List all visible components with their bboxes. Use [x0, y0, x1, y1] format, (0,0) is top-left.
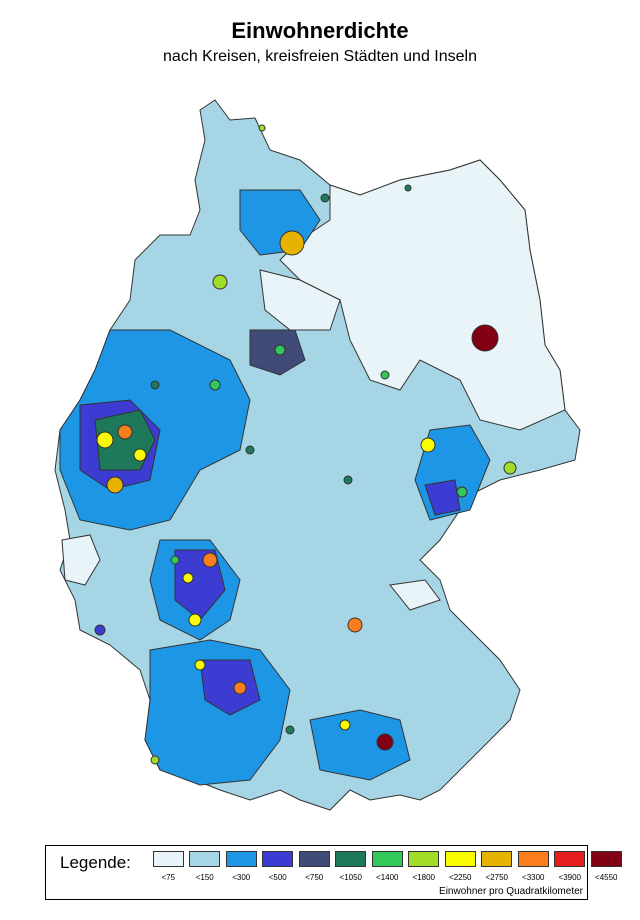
region-oberpfalz-east [389, 579, 441, 611]
legend-label: <1800 [412, 873, 435, 882]
legend-swatch [152, 851, 184, 867]
city-wuppertal [106, 476, 124, 494]
legend-label: <150 [195, 873, 214, 882]
city-rostock [404, 184, 412, 192]
city-ulm [285, 725, 295, 735]
city-kiel [258, 124, 266, 132]
legend-item: <150 [187, 851, 224, 882]
map-title: Einwohnerdichte [231, 18, 409, 43]
city-bremen [212, 274, 228, 290]
city-munich [376, 733, 394, 751]
legend-swatch [517, 851, 549, 867]
city-chemnitz [503, 461, 517, 475]
legend-swatch [225, 851, 257, 867]
legend-item: <3300 [515, 851, 552, 882]
legend-item: <300 [223, 851, 260, 882]
city-saarbruecken [94, 624, 106, 636]
city-duesseldorf [117, 424, 133, 440]
city-karlsruhe [194, 659, 206, 671]
region-munich-area [309, 709, 411, 781]
legend-swatch [554, 851, 586, 867]
city-muenster [150, 380, 160, 390]
legend-unit: Einwohner pro Quadratkilometer [439, 886, 583, 897]
legend-item: <500 [260, 851, 297, 882]
city-luebeck [320, 193, 330, 203]
legend-label: <1050 [339, 873, 362, 882]
city-cologne [96, 431, 114, 449]
legend-swatch [371, 851, 403, 867]
city-wiesbaden [170, 555, 180, 565]
region-stuttgart [199, 659, 261, 716]
region-altmark [259, 269, 341, 331]
legend-item: <2250 [442, 851, 479, 882]
city-magdeburg [380, 370, 390, 380]
legend-item: <4550 [588, 851, 625, 882]
city-berlin [471, 324, 499, 352]
legend-item: <750 [296, 851, 333, 882]
legend-label: <2750 [485, 873, 508, 882]
region-eifel [61, 534, 101, 586]
legend-item: <1400 [369, 851, 406, 882]
city-hamburg [279, 230, 305, 256]
legend-swatch [335, 851, 367, 867]
legend-item: <1050 [333, 851, 370, 882]
legend-label: <300 [232, 873, 251, 882]
legend-item: <3900 [552, 851, 589, 882]
city-kassel [245, 445, 255, 455]
city-bielefeld [209, 379, 221, 391]
germany-density-map [54, 99, 581, 811]
city-mannheim [188, 613, 202, 627]
region-rheinmain-core [174, 549, 226, 621]
city-offenbach [182, 572, 194, 584]
legend-label: <4550 [595, 873, 618, 882]
legend-label: <500 [268, 873, 287, 882]
city-essen [133, 448, 147, 462]
legend-label: <750 [305, 873, 324, 882]
legend-item: <75 [150, 851, 187, 882]
city-frankfurt [202, 552, 218, 568]
legend-swatch [481, 851, 513, 867]
legend: Legende: <75 <150 <300 <500 <750 <1050 <1400 <1… [45, 845, 622, 900]
city-freiburg [150, 755, 160, 765]
map-subtitle: nach Kreisen, kreisfreien Städten und In… [163, 48, 477, 65]
legend-swatches: <75 <150 <300 <500 <750 <1050 <1400 <1800 <2250 <… [150, 851, 625, 882]
legend-item: <2750 [479, 851, 516, 882]
legend-label: <3900 [558, 873, 581, 882]
city-dresden [456, 486, 468, 498]
legend-label: <1400 [376, 873, 399, 882]
city-stuttgart [233, 681, 247, 695]
legend-label: <3300 [522, 873, 545, 882]
city-hannover [274, 344, 286, 356]
city-erfurt [343, 475, 353, 485]
city-nuremberg [347, 617, 363, 633]
legend-swatch [189, 851, 221, 867]
region-dresden [424, 479, 461, 516]
legend-item: <1800 [406, 851, 443, 882]
city-augsburg [339, 719, 351, 731]
legend-swatch [408, 851, 440, 867]
legend-swatch [298, 851, 330, 867]
legend-title: Legende: [60, 853, 131, 872]
city-leipzig [420, 437, 436, 453]
legend-swatch [444, 851, 476, 867]
legend-label: <75 [161, 873, 176, 882]
legend-swatch [590, 851, 622, 867]
legend-label: <2250 [449, 873, 472, 882]
legend-swatch [262, 851, 294, 867]
